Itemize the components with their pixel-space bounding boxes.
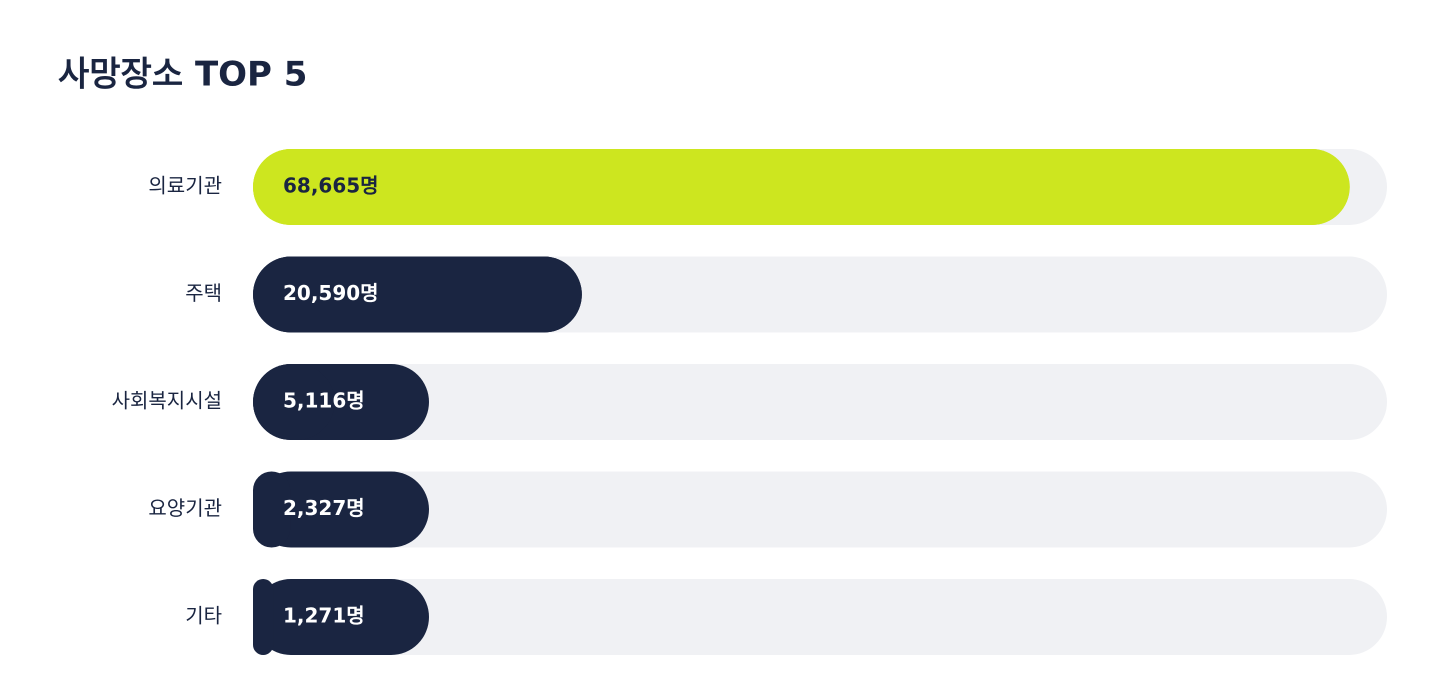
label-pill (253, 579, 429, 655)
category-label: 기타 (185, 604, 222, 628)
label-pill (253, 471, 429, 548)
bar (253, 471, 291, 548)
category-label: 사회복지시설 (112, 389, 222, 413)
value-label: 1,271명 (283, 604, 365, 628)
bar-track (253, 579, 1387, 655)
bar (253, 579, 274, 655)
value-label: 20,590명 (283, 281, 379, 305)
category-label: 주택 (185, 281, 222, 305)
bar-track (253, 364, 1387, 440)
category-label: 의료기관 (148, 174, 222, 198)
bar (253, 364, 335, 440)
bar (253, 149, 1350, 225)
value-label: 2,327명 (283, 496, 365, 520)
category-label: 요양기관 (148, 496, 222, 520)
bar (253, 256, 582, 333)
bar-track (253, 471, 1387, 548)
value-label: 68,665명 (283, 174, 379, 198)
value-label: 5,116명 (283, 389, 365, 413)
chart-title: 사망장소 TOP 5 (58, 55, 307, 95)
